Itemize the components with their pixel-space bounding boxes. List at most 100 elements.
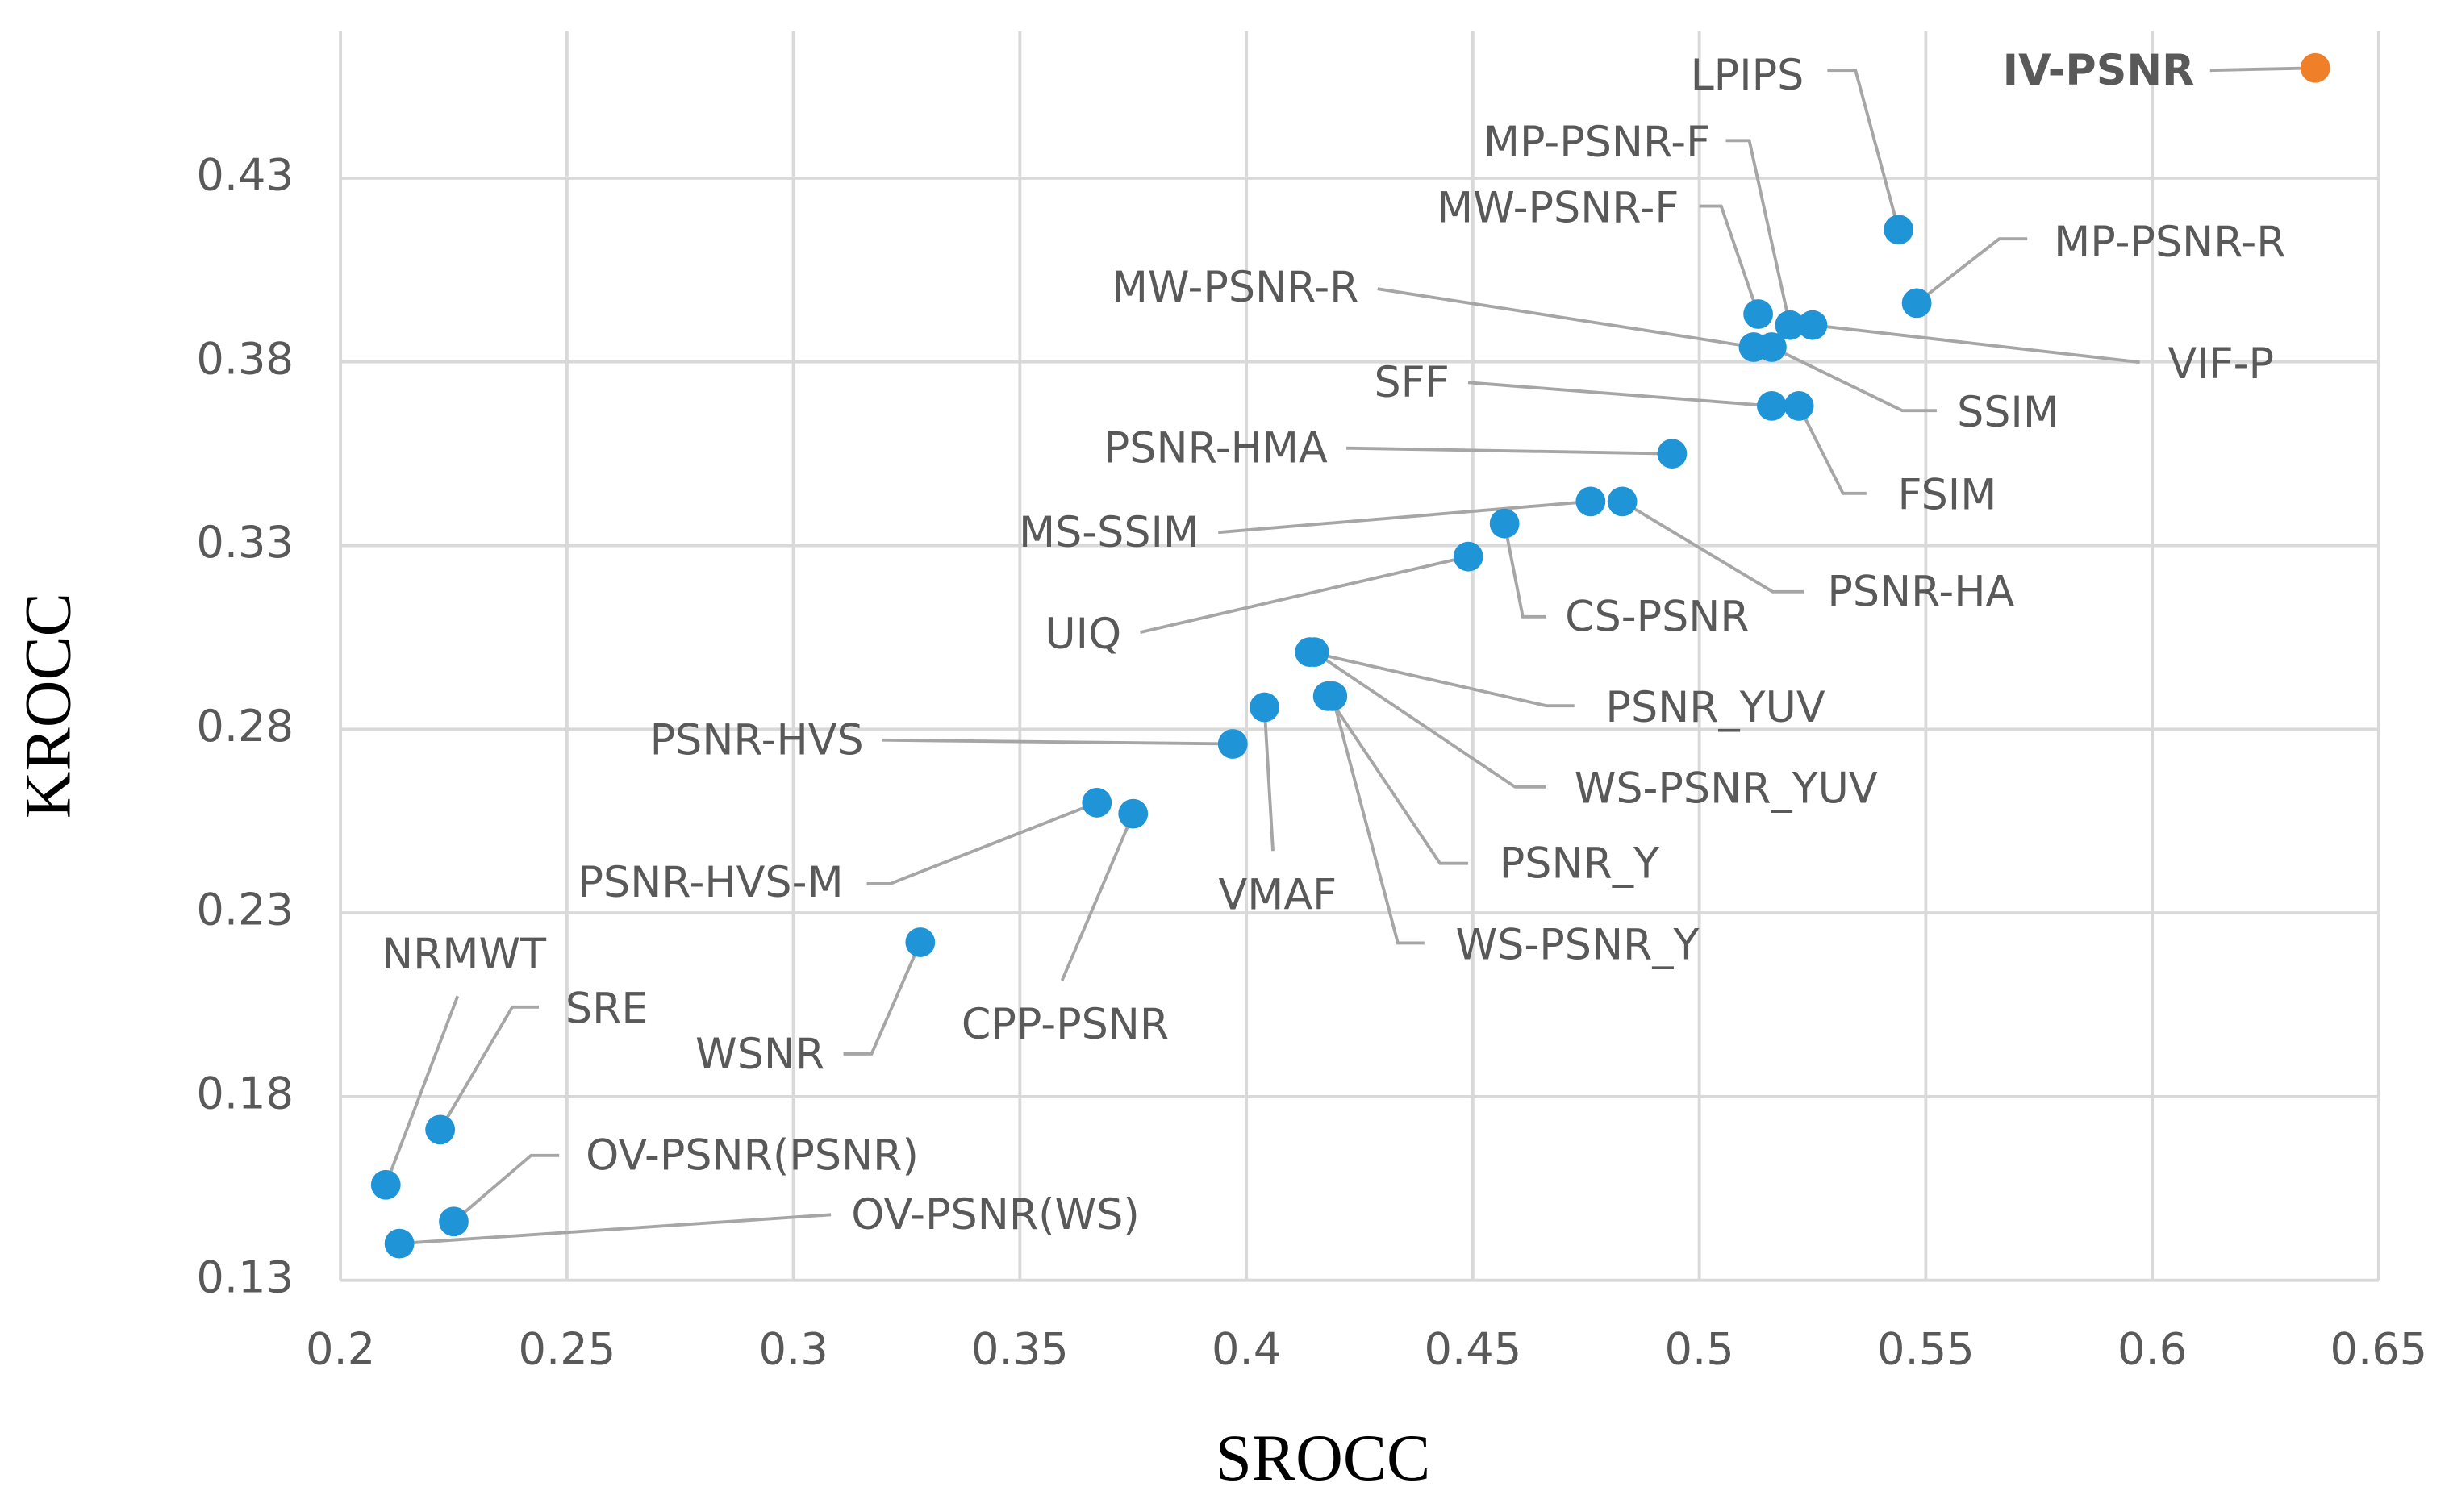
- point: [1757, 332, 1787, 362]
- leader-line: [866, 801, 1098, 885]
- point: [1453, 541, 1483, 572]
- leader-line: [1218, 499, 1592, 535]
- x-tick-label: 0.25: [519, 1323, 616, 1374]
- x-tick-label: 0.4: [1212, 1323, 1281, 1374]
- point-label: OV-PSNR(WS): [851, 1190, 1140, 1239]
- point-label: MP-PSNR-F: [1483, 118, 1710, 167]
- leader-line: [1313, 651, 1546, 789]
- leader-line: [882, 738, 1233, 746]
- leader-line: [843, 941, 922, 1056]
- x-tick-label: 0.5: [1664, 1323, 1733, 1374]
- point: [1250, 692, 1279, 723]
- point: [1884, 215, 1914, 245]
- leader-line: [2209, 66, 2316, 73]
- point-label: MW-PSNR-R: [1112, 263, 1359, 312]
- point: [1489, 508, 1520, 539]
- point-label: FSIM: [1897, 471, 1996, 520]
- x-tick-label: 0.45: [1425, 1323, 1522, 1374]
- point: [905, 927, 936, 957]
- point: [1784, 391, 1814, 421]
- point-label: PSNR_YUV: [1605, 683, 1825, 732]
- point: [370, 1169, 401, 1200]
- point-label: WSNR: [695, 1030, 824, 1079]
- leader-line: [1699, 204, 1760, 315]
- point-label: WS-PSNR_YUV: [1575, 764, 1878, 814]
- leader-line: [398, 1213, 832, 1246]
- y-tick-label: 0.33: [196, 517, 294, 568]
- y-tick-label: 0.38: [196, 333, 294, 384]
- x-tick-label: 0.6: [2117, 1323, 2187, 1374]
- point: [1757, 391, 1787, 421]
- point-label: PSNR-HA: [1827, 568, 2014, 617]
- x-tick-label: 0.35: [971, 1323, 1069, 1374]
- leader-line: [1725, 139, 1792, 326]
- x-tick-label: 0.55: [1877, 1323, 1975, 1374]
- leader-line: [1309, 650, 1575, 708]
- leader-line: [1330, 695, 1425, 945]
- leader-line: [1771, 345, 1937, 413]
- point-label: PSNR-HVS-M: [578, 858, 844, 907]
- leader-line: [1262, 706, 1275, 852]
- point: [1797, 310, 1828, 340]
- point-label: WS-PSNR_Y: [1456, 920, 1700, 969]
- point-label: MP-PSNR-R: [2054, 218, 2286, 267]
- point-label: PSNR-HMA: [1104, 424, 1328, 473]
- point-label: SSIM: [1957, 388, 2059, 437]
- point-label: MS-SSIM: [1019, 508, 1199, 557]
- point: [1317, 681, 1348, 711]
- y-tick-label: 0.23: [196, 885, 294, 935]
- leader-line: [1915, 237, 2028, 305]
- point-label: IV-PSNR: [2003, 46, 2195, 95]
- x-tick-label: 0.65: [2330, 1323, 2427, 1374]
- point-label: UIQ: [1045, 610, 1121, 659]
- point: [425, 1114, 456, 1145]
- point-label: SFF: [1374, 358, 1449, 407]
- leader-line: [1140, 555, 1469, 635]
- y-tick-label: 0.43: [196, 150, 294, 201]
- point-label: CPP-PSNR: [962, 1000, 1169, 1049]
- point-label: LPIPS: [1691, 51, 1804, 100]
- x-axis-title: SROCC: [1216, 1422, 1431, 1494]
- leader-line: [453, 1153, 560, 1223]
- point: [439, 1206, 469, 1237]
- point: [1299, 637, 1329, 668]
- point: [384, 1228, 415, 1259]
- leader-line: [1377, 287, 1754, 349]
- point: [1217, 729, 1248, 759]
- point: [1901, 288, 1932, 319]
- point: [1575, 486, 1606, 517]
- point-label: PSNR-HVS: [650, 716, 864, 765]
- point-label: MW-PSNR-F: [1437, 183, 1679, 232]
- point: [1743, 299, 1773, 329]
- point-label: SRE: [565, 985, 649, 1034]
- leader-line: [1345, 446, 1672, 456]
- point-label: NRMWT: [382, 930, 547, 979]
- point-label: VIF-P: [2167, 339, 2274, 389]
- leader-line: [1797, 405, 1867, 495]
- leader-line: [1621, 500, 1804, 594]
- leader-line: [384, 995, 460, 1185]
- leader-line: [438, 1005, 540, 1131]
- point-label: PSNR_Y: [1500, 839, 1660, 889]
- point-label: VMAF: [1218, 870, 1337, 919]
- point: [2300, 52, 2330, 83]
- point-label: OV-PSNR(PSNR): [586, 1131, 919, 1181]
- point: [1082, 788, 1112, 818]
- point: [1118, 798, 1149, 829]
- point: [1657, 439, 1688, 469]
- y-tick-label: 0.13: [196, 1252, 294, 1302]
- y-tick-label: 0.18: [196, 1068, 294, 1119]
- leader-line: [1467, 381, 1772, 408]
- x-tick-label: 0.3: [759, 1323, 828, 1374]
- x-tick-label: 0.2: [306, 1323, 375, 1374]
- y-axis-title: KROCC: [11, 593, 84, 818]
- leader-line: [1827, 69, 1900, 231]
- leader-line: [1812, 323, 2140, 364]
- point: [1775, 310, 1805, 340]
- y-tick-label: 0.28: [196, 701, 294, 752]
- leader-line: [1503, 523, 1546, 619]
- leader-line: [1326, 695, 1469, 865]
- point-label: CS-PSNR: [1565, 593, 1750, 642]
